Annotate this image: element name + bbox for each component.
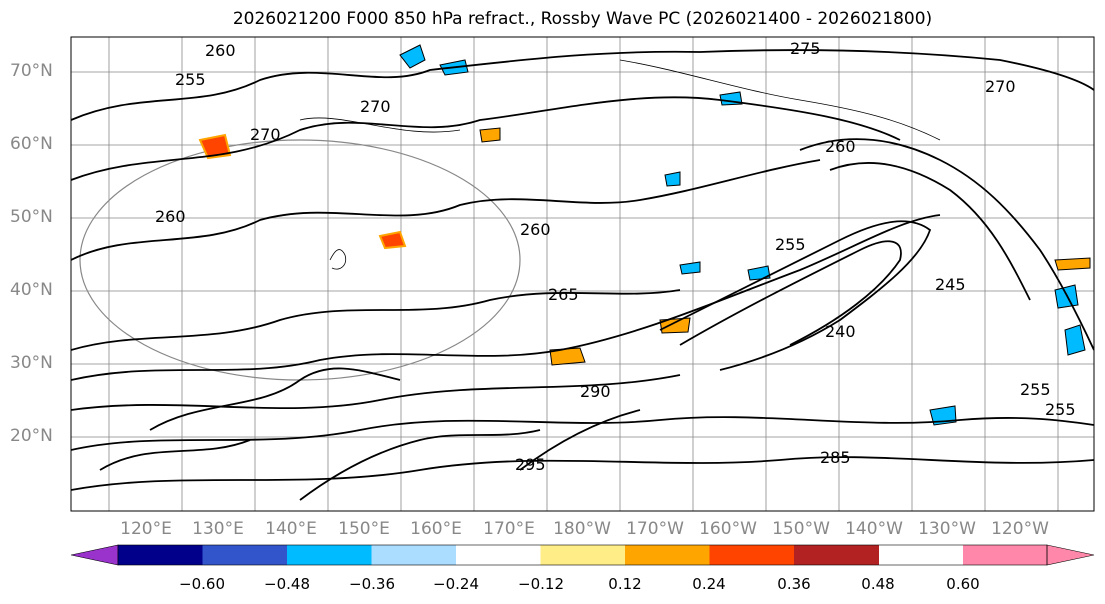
colorbar-tick: 0.36 [777, 575, 811, 593]
contour-label: 245 [935, 275, 966, 294]
colorbar-segment [794, 545, 879, 565]
colorbar-segment [202, 545, 288, 565]
colorbar-extend-high [1046, 544, 1095, 566]
patch [1064, 324, 1086, 356]
lon-label: 170°E [483, 519, 535, 539]
lon-label: 150°E [338, 519, 390, 539]
colorbar-tick: −0.60 [179, 575, 225, 593]
graticule [71, 37, 1094, 511]
lon-label: 170°W [626, 519, 684, 539]
contours [71, 49, 1094, 501]
colorbar-tick: −0.24 [433, 575, 479, 593]
colorbar-tick: −0.36 [349, 575, 395, 593]
patch [479, 127, 501, 143]
lat-label: 20°N [10, 426, 53, 446]
lat-label: 60°N [10, 134, 53, 154]
lat-label: 30°N [10, 353, 53, 373]
patch [399, 44, 426, 69]
lon-label: 140°W [845, 519, 903, 539]
lon-label: 150°W [772, 519, 830, 539]
contour-label: 260 [825, 137, 856, 156]
colorbar-segment [456, 545, 541, 565]
contour-label: 240 [825, 322, 856, 341]
colorbar-tick: 0.60 [946, 575, 980, 593]
map-border [70, 36, 1095, 512]
contour-label: 270 [250, 125, 281, 144]
contour-label: 255 [775, 235, 806, 254]
contour-label: 270 [985, 77, 1016, 96]
lat-label: 40°N [10, 280, 53, 300]
colorbar-segment [118, 545, 203, 565]
colorbar-tick: 0.12 [608, 575, 642, 593]
colorbar-tick: −0.12 [518, 575, 564, 593]
contour-label: 270 [360, 97, 391, 116]
contour-label: 265 [548, 285, 579, 304]
lon-label: 120°E [120, 519, 172, 539]
lon-label: 140°E [265, 519, 317, 539]
lon-label: 160°E [410, 519, 462, 539]
colorbar-extend-low [70, 544, 119, 566]
contour-label: 260 [205, 41, 236, 60]
contour-label: 255 [175, 70, 206, 89]
patch [679, 261, 701, 275]
colorbar-tick: 0.48 [861, 575, 895, 593]
lon-label: 130°W [918, 519, 976, 539]
patch [747, 265, 771, 281]
patch [198, 133, 232, 160]
contour-label: 260 [155, 207, 186, 226]
lon-label: 120°W [991, 519, 1049, 539]
patch [664, 171, 681, 187]
patch [1054, 257, 1091, 271]
map-title: 2026021200 F000 850 hPa refract., Rossby… [232, 9, 933, 29]
lon-label: 160°W [699, 519, 757, 539]
contour-label: 275 [790, 39, 821, 58]
contour-label: 295 [515, 455, 546, 474]
coastlines [299, 59, 941, 270]
colorbar-segment [709, 545, 795, 565]
contour-label: 255 [1045, 400, 1076, 419]
contour-label: 260 [520, 220, 551, 239]
colorbar [70, 544, 1095, 566]
colorbar-segment [963, 545, 1047, 565]
lat-label: 50°N [10, 207, 53, 227]
colorbar-tick: 0.24 [692, 575, 726, 593]
contour-label: 285 [820, 448, 851, 467]
map-plot-area [71, 37, 1094, 511]
colorbar-tick: −0.48 [264, 575, 310, 593]
contour-label: 255 [1020, 380, 1051, 399]
colorbar-segment [540, 545, 626, 565]
patch [378, 230, 407, 250]
lon-label: 180°W [553, 519, 611, 539]
colorbar-segment [625, 545, 710, 565]
contour-labels: 275 270 270 270 260 260 260 255 265 260 … [155, 39, 1076, 474]
contour-label: 290 [580, 382, 611, 401]
lat-label: 70°N [10, 61, 53, 81]
colorbar-segment [287, 545, 372, 565]
colorbar-segment [371, 545, 457, 565]
lon-label: 130°E [192, 519, 244, 539]
colorbar-border [117, 544, 1048, 566]
